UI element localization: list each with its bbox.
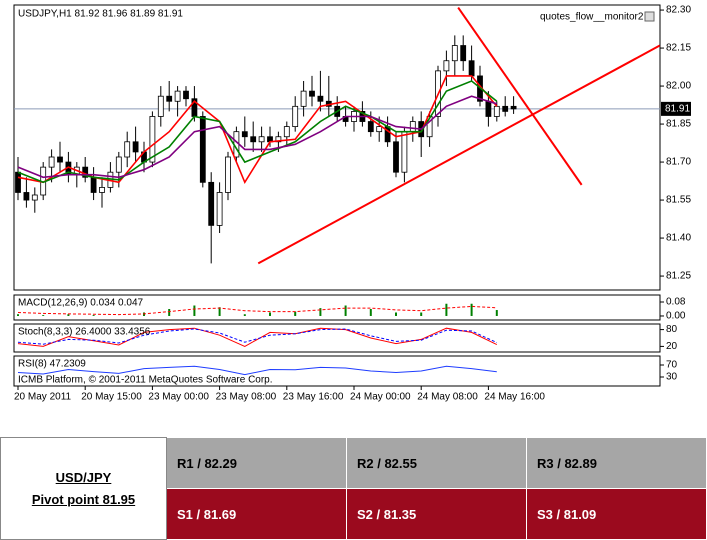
indicator-line — [17, 95, 498, 179]
y-tick-label: 82.15 — [666, 43, 691, 54]
x-tick-label: 23 May 00:00 — [148, 392, 209, 403]
x-tick-label: 20 May 15:00 — [81, 392, 142, 403]
candle-body — [166, 95, 173, 102]
macd-frame — [13, 294, 661, 321]
pivot-point: Pivot point 81.95 — [31, 491, 136, 507]
candle-body — [283, 126, 290, 138]
y-tick-label: 81.40 — [666, 233, 691, 244]
candle-body — [367, 121, 374, 133]
resistance: R1 / 82.29 — [166, 437, 347, 489]
candle-body — [502, 105, 509, 112]
copyright: ICMB Platform, © 2001-2011 MetaQuotes So… — [18, 375, 273, 386]
y-tick-label: 81.85 — [666, 119, 691, 130]
resistance: R2 / 82.55 — [346, 437, 527, 489]
candle-body — [241, 131, 248, 138]
y-tick-label: 0.00 — [666, 311, 686, 322]
pair: USD/JPY — [55, 469, 112, 485]
y-tick-label: 70 — [666, 360, 678, 371]
candle-body — [258, 136, 265, 143]
x-tick-label: 24 May 00:00 — [350, 392, 411, 403]
chart: USDJPY,H1 81.92 81.96 81.89 81.91 quotes… — [13, 4, 691, 403]
watermark: quotes_flow__monitor2 — [540, 12, 644, 23]
price-label: 81.91 — [665, 104, 690, 115]
candle-body — [199, 116, 206, 183]
candle-body — [317, 95, 324, 102]
candle-body — [460, 45, 467, 62]
support: S1 / 81.69 — [166, 488, 347, 540]
candle-body — [451, 45, 458, 62]
x-tick-label: 20 May 2011 — [14, 392, 72, 403]
y-tick-label: 20 — [666, 341, 678, 352]
candle-body — [48, 156, 55, 168]
candle-body — [225, 156, 231, 193]
pivot-table: USD/JPY Pivot point 81.95 R1 / 82.29 R2 /… — [0, 437, 707, 540]
candle-body — [250, 136, 257, 143]
candle-body — [31, 194, 38, 201]
candle-body — [57, 156, 63, 163]
candle-body — [157, 95, 164, 117]
expert-icon — [644, 11, 655, 22]
candle-body — [409, 121, 416, 133]
candle-body — [510, 105, 517, 110]
y-tick-label: 0.08 — [666, 297, 686, 308]
candle-body — [183, 90, 189, 100]
support: S3 / 81.09 — [526, 488, 707, 540]
rsi-frame — [13, 355, 661, 387]
resistance: R3 / 82.89 — [526, 437, 707, 489]
candle-body — [443, 60, 450, 72]
trendline — [257, 44, 661, 265]
y-tick-label: 82.30 — [666, 5, 691, 16]
chart-title: USDJPY,H1 81.92 81.96 81.89 81.91 — [18, 9, 183, 20]
candle-body — [300, 90, 307, 107]
candle-body — [149, 116, 156, 163]
candle-body — [132, 141, 139, 153]
y-tick-label: 81.55 — [666, 195, 691, 206]
candle-body — [23, 192, 30, 201]
candle-body — [15, 171, 21, 193]
panel-title: RSI(8) 47.2309 — [18, 359, 86, 370]
y-tick-label: 81.70 — [666, 157, 691, 168]
indicator-line — [17, 328, 498, 345]
x-tick-label: 23 May 16:00 — [283, 392, 344, 403]
x-tick-label: 24 May 08:00 — [417, 392, 478, 403]
candle-body — [208, 181, 215, 226]
candle-body — [393, 141, 399, 173]
x-tick-label: 23 May 08:00 — [216, 392, 277, 403]
main-frame — [13, 4, 661, 291]
support: S2 / 81.35 — [346, 488, 527, 540]
candle-body — [174, 90, 181, 102]
trendline — [457, 6, 583, 186]
candle-body — [292, 105, 299, 128]
candle-body — [90, 176, 97, 193]
candle-body — [216, 192, 223, 226]
indicator-line — [17, 365, 497, 376]
candle-body — [468, 60, 475, 77]
candle-body — [309, 90, 315, 97]
candle-body — [99, 186, 105, 193]
candle-body — [124, 141, 131, 158]
panel-title: Stoch(8,3,3) 26.4000 33.4356 — [18, 327, 151, 338]
candle-body — [426, 116, 433, 138]
candle-body — [485, 100, 492, 117]
candle-body — [376, 126, 383, 133]
price-label-box — [661, 101, 691, 116]
candle-body — [401, 131, 408, 173]
panel-title: MACD(12,26,9) 0.034 0.047 — [18, 298, 144, 309]
y-tick-label: 82.00 — [666, 81, 691, 92]
candle-body — [275, 136, 282, 143]
y-tick-label: 81.25 — [666, 271, 691, 282]
candle-body — [493, 105, 500, 117]
candle-body — [115, 156, 122, 173]
y-tick-label: 80 — [666, 324, 678, 335]
y-tick-label: 30 — [666, 372, 678, 383]
pivot-cell: USD/JPY Pivot point 81.95 — [0, 437, 167, 540]
x-tick-label: 24 May 16:00 — [484, 392, 545, 403]
indicator-line — [17, 80, 498, 184]
